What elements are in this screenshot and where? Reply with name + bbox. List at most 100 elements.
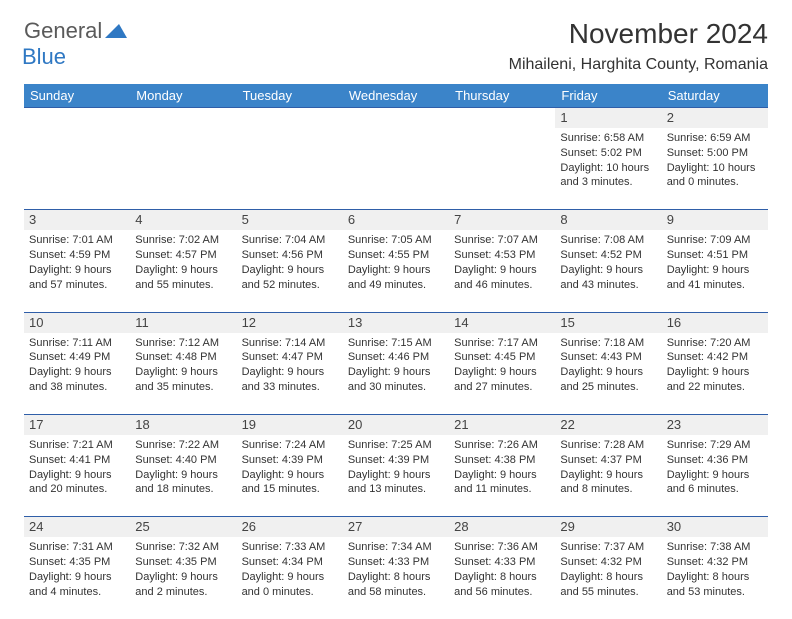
day-number-cell: 5 bbox=[237, 210, 343, 230]
day-number-cell: 2 bbox=[662, 108, 768, 128]
day-number: 23 bbox=[667, 417, 681, 432]
day-number: 4 bbox=[135, 212, 142, 227]
logo-text-blue: Blue bbox=[22, 44, 66, 69]
daylight-line: Daylight: 9 hours and 52 minutes. bbox=[242, 263, 338, 293]
day-cell: Sunrise: 7:01 AMSunset: 4:59 PMDaylight:… bbox=[24, 230, 130, 312]
day-number-cell: 20 bbox=[343, 415, 449, 435]
sunset-line: Sunset: 4:47 PM bbox=[242, 350, 338, 365]
empty-cell bbox=[237, 108, 343, 128]
sunrise-line: Sunrise: 7:15 AM bbox=[348, 336, 444, 351]
day-cell: Sunrise: 7:32 AMSunset: 4:35 PMDaylight:… bbox=[130, 537, 236, 619]
logo: General Blue bbox=[24, 18, 127, 70]
day-cell: Sunrise: 7:05 AMSunset: 4:55 PMDaylight:… bbox=[343, 230, 449, 312]
sunset-line: Sunset: 4:35 PM bbox=[135, 555, 231, 570]
daylight-line: Daylight: 9 hours and 2 minutes. bbox=[135, 570, 231, 600]
daylight-line: Daylight: 9 hours and 8 minutes. bbox=[560, 468, 656, 498]
sunset-line: Sunset: 4:51 PM bbox=[667, 248, 763, 263]
location: Mihaileni, Harghita County, Romania bbox=[509, 56, 768, 74]
daylight-line: Daylight: 9 hours and 49 minutes. bbox=[348, 263, 444, 293]
day-cell: Sunrise: 7:02 AMSunset: 4:57 PMDaylight:… bbox=[130, 230, 236, 312]
sunrise-line: Sunrise: 7:17 AM bbox=[454, 336, 550, 351]
sunrise-line: Sunrise: 7:26 AM bbox=[454, 438, 550, 453]
daynum-row: 3456789 bbox=[24, 210, 768, 230]
day-header: Wednesday bbox=[343, 84, 449, 108]
day-number-cell: 14 bbox=[449, 312, 555, 332]
day-number: 8 bbox=[560, 212, 567, 227]
day-number: 25 bbox=[135, 519, 149, 534]
daylight-line: Daylight: 8 hours and 56 minutes. bbox=[454, 570, 550, 600]
day-number: 6 bbox=[348, 212, 355, 227]
day-number-cell: 7 bbox=[449, 210, 555, 230]
day-number: 30 bbox=[667, 519, 681, 534]
day-number: 27 bbox=[348, 519, 362, 534]
day-number-cell: 21 bbox=[449, 415, 555, 435]
daylight-line: Daylight: 9 hours and 20 minutes. bbox=[29, 468, 125, 498]
daylight-line: Daylight: 9 hours and 11 minutes. bbox=[454, 468, 550, 498]
daylight-line: Daylight: 8 hours and 53 minutes. bbox=[667, 570, 763, 600]
sunset-line: Sunset: 4:33 PM bbox=[348, 555, 444, 570]
daylight-line: Daylight: 9 hours and 41 minutes. bbox=[667, 263, 763, 293]
sunset-line: Sunset: 4:48 PM bbox=[135, 350, 231, 365]
day-number-cell: 26 bbox=[237, 517, 343, 537]
daylight-line: Daylight: 8 hours and 55 minutes. bbox=[560, 570, 656, 600]
day-number-cell: 25 bbox=[130, 517, 236, 537]
empty-cell bbox=[237, 128, 343, 210]
day-cell: Sunrise: 7:11 AMSunset: 4:49 PMDaylight:… bbox=[24, 333, 130, 415]
day-number-cell: 17 bbox=[24, 415, 130, 435]
sunset-line: Sunset: 5:00 PM bbox=[667, 146, 763, 161]
sunrise-line: Sunrise: 6:58 AM bbox=[560, 131, 656, 146]
sunset-line: Sunset: 4:46 PM bbox=[348, 350, 444, 365]
day-number: 15 bbox=[560, 315, 574, 330]
day-number: 7 bbox=[454, 212, 461, 227]
day-number: 26 bbox=[242, 519, 256, 534]
day-cell: Sunrise: 7:14 AMSunset: 4:47 PMDaylight:… bbox=[237, 333, 343, 415]
day-cell: Sunrise: 7:22 AMSunset: 4:40 PMDaylight:… bbox=[130, 435, 236, 517]
sunset-line: Sunset: 4:38 PM bbox=[454, 453, 550, 468]
day-cell: Sunrise: 7:29 AMSunset: 4:36 PMDaylight:… bbox=[662, 435, 768, 517]
day-number: 22 bbox=[560, 417, 574, 432]
sunrise-line: Sunrise: 7:33 AM bbox=[242, 540, 338, 555]
day-number-cell: 1 bbox=[555, 108, 661, 128]
empty-cell bbox=[130, 108, 236, 128]
sunrise-line: Sunrise: 7:25 AM bbox=[348, 438, 444, 453]
day-number-cell: 3 bbox=[24, 210, 130, 230]
daynum-row: 17181920212223 bbox=[24, 415, 768, 435]
sunset-line: Sunset: 4:33 PM bbox=[454, 555, 550, 570]
sunset-line: Sunset: 4:35 PM bbox=[29, 555, 125, 570]
daylight-line: Daylight: 9 hours and 55 minutes. bbox=[135, 263, 231, 293]
day-cell: Sunrise: 7:18 AMSunset: 4:43 PMDaylight:… bbox=[555, 333, 661, 415]
empty-cell bbox=[449, 128, 555, 210]
title-block: November 2024 Mihaileni, Harghita County… bbox=[509, 18, 768, 74]
day-number-cell: 29 bbox=[555, 517, 661, 537]
sunset-line: Sunset: 4:52 PM bbox=[560, 248, 656, 263]
day-cell: Sunrise: 6:59 AMSunset: 5:00 PMDaylight:… bbox=[662, 128, 768, 210]
day-number-cell: 11 bbox=[130, 312, 236, 332]
daylight-line: Daylight: 9 hours and 15 minutes. bbox=[242, 468, 338, 498]
day-number: 28 bbox=[454, 519, 468, 534]
sunset-line: Sunset: 5:02 PM bbox=[560, 146, 656, 161]
day-number-cell: 10 bbox=[24, 312, 130, 332]
day-number: 14 bbox=[454, 315, 468, 330]
day-number-cell: 28 bbox=[449, 517, 555, 537]
sunrise-line: Sunrise: 7:34 AM bbox=[348, 540, 444, 555]
empty-cell bbox=[24, 128, 130, 210]
sunset-line: Sunset: 4:39 PM bbox=[242, 453, 338, 468]
day-cell: Sunrise: 7:21 AMSunset: 4:41 PMDaylight:… bbox=[24, 435, 130, 517]
day-number-cell: 9 bbox=[662, 210, 768, 230]
day-number-cell: 15 bbox=[555, 312, 661, 332]
day-header-row: Sunday Monday Tuesday Wednesday Thursday… bbox=[24, 84, 768, 108]
calendar-body: 12 Sunrise: 6:58 AMSunset: 5:02 PM Dayligh… bbox=[24, 108, 768, 619]
day-cell: Sunrise: 7:34 AMSunset: 4:33 PMDaylight:… bbox=[343, 537, 449, 619]
day-cell: Sunrise: 7:26 AMSunset: 4:38 PMDaylight:… bbox=[449, 435, 555, 517]
daylight-line: Daylight: 10 hours and 0 minutes. bbox=[667, 161, 763, 191]
daylight-line: Daylight: 9 hours and 57 minutes. bbox=[29, 263, 125, 293]
day-number: 29 bbox=[560, 519, 574, 534]
sunset-line: Sunset: 4:59 PM bbox=[29, 248, 125, 263]
empty-cell bbox=[130, 128, 236, 210]
sunset-line: Sunset: 4:55 PM bbox=[348, 248, 444, 263]
day-cell: Sunrise: 7:09 AMSunset: 4:51 PMDaylight:… bbox=[662, 230, 768, 312]
sunrise-line: Sunrise: 7:36 AM bbox=[454, 540, 550, 555]
week-row: Sunrise: 7:31 AMSunset: 4:35 PMDaylight:… bbox=[24, 537, 768, 619]
sunrise-line: Sunrise: 7:05 AM bbox=[348, 233, 444, 248]
sunset-line: Sunset: 4:56 PM bbox=[242, 248, 338, 263]
